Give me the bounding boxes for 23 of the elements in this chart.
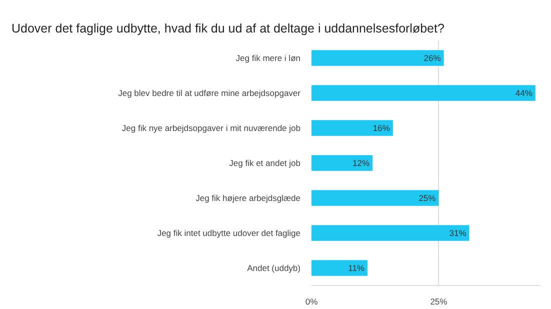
data-label: 31% (449, 228, 467, 238)
data-label: 26% (424, 53, 442, 63)
y-tick-label: Jeg fik et andet job (229, 158, 301, 168)
data-label: 16% (372, 123, 390, 133)
bar (312, 85, 536, 101)
y-tick-label: Andet (uddyb) (247, 263, 301, 273)
y-tick-label: Jeg fik intet udbytte udover det faglige (157, 228, 301, 238)
data-label: 25% (418, 193, 436, 203)
bar (312, 50, 444, 66)
data-label: 44% (515, 88, 533, 98)
bar (312, 190, 439, 206)
y-tick-label: Jeg fik nye arbejdsopgaver i mit nuværende job (122, 123, 301, 133)
y-tick-label: Jeg fik mere i løn (236, 53, 301, 63)
chart-title: Udover det faglige udbytte, hvad fik du ud af at deltage i uddannelsesforløbet? (12, 22, 444, 36)
x-tick-label: 0% (305, 296, 318, 306)
bar (312, 225, 470, 241)
bar (312, 120, 393, 136)
y-tick-label: Jeg fik højere arbejdsglæde (196, 193, 301, 203)
data-label: 11% (348, 263, 365, 273)
bar (312, 260, 368, 276)
data-label: 12% (352, 158, 370, 168)
y-tick-label: Jeg blev bedre til at udføre mine arbejdsopgaver (118, 88, 301, 98)
bar (312, 155, 373, 171)
